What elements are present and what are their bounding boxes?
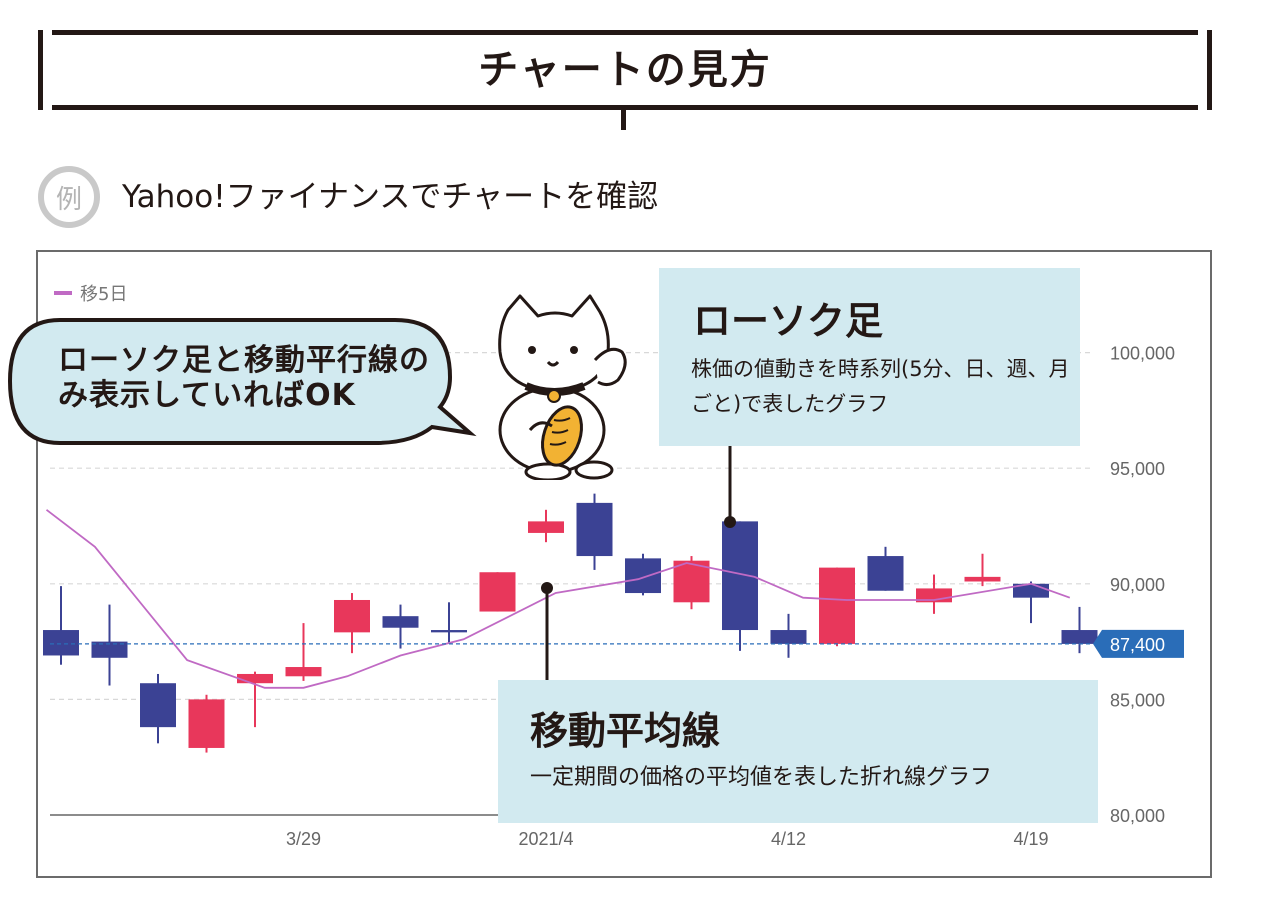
title-stem [621, 108, 626, 130]
candle-body [964, 576, 1001, 582]
candle-body [140, 683, 176, 728]
speech-bubble [7, 318, 477, 445]
candle-body [770, 630, 807, 644]
candle-body [867, 556, 904, 591]
candle-body [819, 567, 855, 644]
title-bottom-rule [52, 105, 1198, 110]
y-tick-label: 95,000 [1110, 459, 1165, 479]
candle-body [91, 641, 128, 658]
candle-body [188, 699, 225, 748]
candle-body [285, 667, 322, 677]
candle-body [334, 599, 370, 633]
y-tick-label: 90,000 [1110, 575, 1165, 595]
example-text: Yahoo!ファイナンスでチャートを確認 [122, 179, 659, 215]
speech-bubble-text: ローソク足と移動平行線のみ表示していればOK [58, 343, 430, 413]
candle-body [479, 572, 516, 612]
legend-swatch [54, 291, 72, 295]
chart-legend: 移5日 [54, 280, 127, 306]
candle-body [528, 521, 564, 533]
candle-body [625, 558, 661, 594]
candle-body [673, 560, 710, 603]
y-tick-label: 85,000 [1110, 690, 1165, 710]
title-top-rule [52, 30, 1198, 35]
current-price-tag [1093, 629, 1184, 658]
candlestick-callout-title: ローソク足 [693, 299, 884, 343]
candle-body [382, 616, 419, 628]
moving-average-callout-description: 一定期間の価格の平均値を表した折れ線グラフ [530, 765, 993, 790]
title-frame [38, 28, 1212, 130]
title-left-bar [38, 30, 43, 110]
candle-body [431, 630, 467, 633]
x-tick-label: 4/12 [771, 829, 806, 849]
x-tick-label: 4/19 [1013, 829, 1048, 849]
lucky-cat-icon [498, 294, 627, 480]
candlestick-callout: ローソク足 株価の値動きを時系列(5分、日、週、月ごと)で表したグラフ [659, 268, 1080, 446]
page-title: チャートの見方 [478, 47, 772, 93]
x-tick-label: 3/29 [286, 829, 321, 849]
moving-average-callout: 移動平均線 一定期間の価格の平均値を表した折れ線グラフ [498, 680, 1098, 823]
moving-average-callout-title: 移動平均線 [530, 709, 721, 753]
candle-body [237, 673, 273, 684]
candlestick-callout-description: 株価の値動きを時系列(5分、日、週、月ごと)で表したグラフ [691, 357, 1070, 416]
speech-bubble-shape [7, 318, 477, 445]
y-tick-label: 80,000 [1110, 806, 1165, 826]
legend-label: 移5日 [80, 284, 128, 305]
candle-body [1061, 630, 1098, 644]
title-right-bar [1207, 30, 1212, 110]
current-price-label: 87,400 [1110, 635, 1165, 655]
candle-body [43, 630, 79, 656]
y-tick-label: 100,000 [1110, 344, 1175, 364]
candle-body [576, 502, 613, 557]
x-tick-label: 2021/4 [518, 829, 573, 849]
moving-average-line [45, 509, 1071, 689]
example-badge: 例 [38, 166, 100, 228]
